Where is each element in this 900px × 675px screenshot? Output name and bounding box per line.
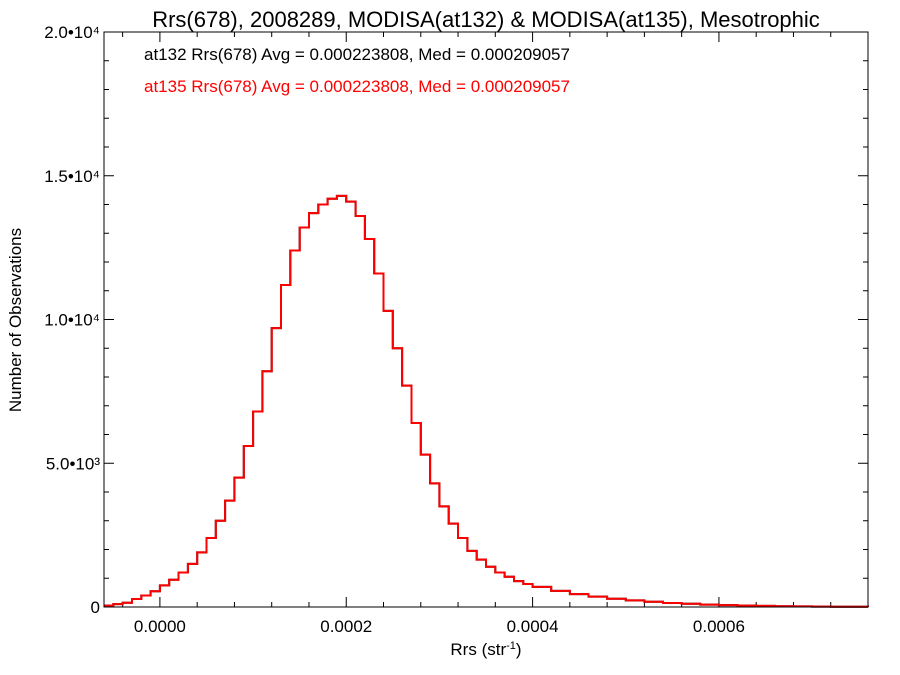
x-tick-label: 0.0006	[693, 617, 745, 636]
x-axis-label: Rrs (str-1)	[450, 640, 521, 659]
y-axis-label: Number of Observations	[6, 228, 25, 412]
chart-title: Rrs(678), 2008289, MODISA(at132) & MODIS…	[152, 7, 820, 32]
y-tick-label: 1.5•10⁴	[44, 167, 100, 186]
plot-frame	[103, 31, 869, 608]
annotation-at135: at135 Rrs(678) Avg = 0.000223808, Med = …	[144, 77, 570, 96]
y-tick-label: 5.0•10³	[46, 454, 100, 473]
x-tick-label: 0.0000	[134, 617, 186, 636]
series-line-at135	[104, 194, 869, 608]
x-tick-label: 0.0002	[320, 617, 372, 636]
y-tick-label: 2.0•10⁴	[44, 23, 100, 42]
x-axis-label-close: )	[516, 640, 522, 659]
x-tick-label: 0.0004	[507, 617, 559, 636]
annotation-at132: at132 Rrs(678) Avg = 0.000223808, Med = …	[144, 45, 570, 64]
y-tick-label: 0	[91, 598, 100, 617]
x-axis-label-unit-superscript: -1	[506, 640, 516, 652]
axis-ticks: 0.0000 0.0002 0.0004 0.0006 0 5.0•10³ 1.0•10⁴ 1…	[44, 23, 869, 636]
series-group	[104, 194, 869, 608]
y-tick-label: 1.0•10⁴	[44, 311, 100, 330]
